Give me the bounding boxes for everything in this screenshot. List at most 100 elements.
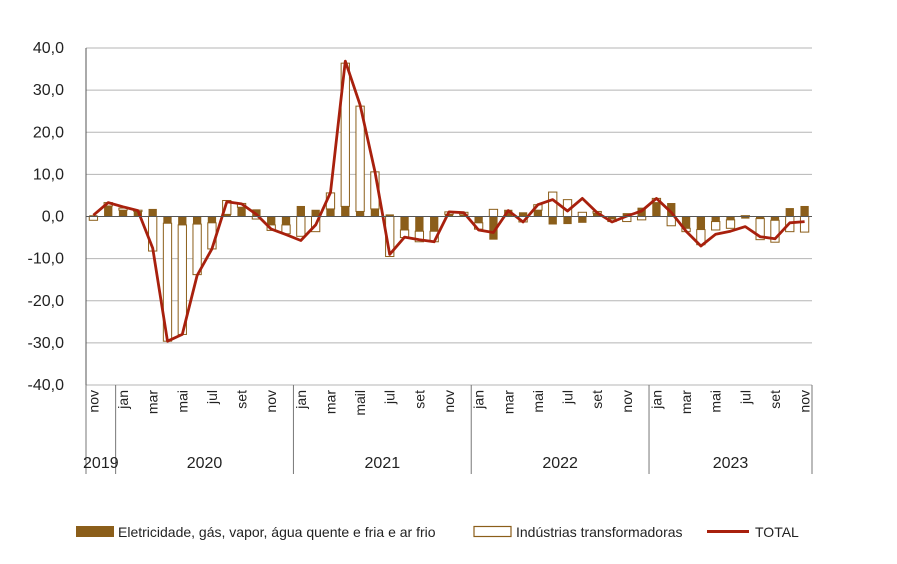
x-tick-label: jan: [471, 390, 487, 410]
y-tick-label: 10,0: [33, 166, 64, 183]
bar-manufacturing: [88, 216, 99, 221]
year-label: 2023: [713, 455, 749, 472]
legend-swatch-manufacturing: [473, 525, 512, 538]
bar-electricity: [607, 216, 617, 220]
bar-electricity: [563, 216, 572, 225]
bar-manufacturing: [711, 221, 721, 231]
bar-manufacturing: [770, 219, 780, 243]
y-tick-label: -30,0: [28, 335, 65, 352]
bar-electricity: [148, 208, 157, 217]
bar-electricity: [430, 216, 439, 232]
legend-label-electricity: Eletricidade, gás, vapor, água quente e …: [118, 524, 436, 540]
bar-electricity: [192, 216, 202, 225]
bar-electricity: [770, 216, 780, 221]
x-tick-label: mail: [352, 390, 368, 416]
bar-electricity: [163, 216, 172, 224]
bar-electricity: [741, 216, 750, 219]
bar-electricity: [548, 216, 557, 225]
bar-manufacturing: [799, 216, 810, 233]
bar-manufacturing: [577, 211, 587, 218]
y-tick-label: 20,0: [33, 124, 64, 141]
x-tick-label: mar: [145, 390, 161, 414]
year-label: 2021: [365, 455, 401, 472]
bar-manufacturing: [192, 223, 202, 276]
bar-electricity: [800, 205, 809, 217]
year-label: 2022: [542, 455, 578, 472]
x-tick-label: mar: [500, 390, 516, 414]
bar-electricity: [104, 205, 113, 217]
x-tick-label: nov: [441, 390, 457, 413]
bar-electricity: [415, 216, 424, 232]
y-tick-label: -20,0: [28, 293, 65, 310]
bar-electricity: [681, 216, 691, 229]
x-axis-year-labels: 2019 2020 2021 2022 2023: [83, 455, 748, 472]
bar-electricity: [355, 211, 365, 217]
legend-label-total: TOTAL: [755, 524, 799, 540]
bar-electricity: [178, 216, 187, 225]
x-tick-label: jul: [204, 390, 220, 405]
bar-manufacturing: [725, 219, 736, 229]
x-tick-label: mai: [708, 390, 724, 413]
bar-electricity: [370, 208, 380, 217]
x-tick-label: mai: [174, 390, 190, 413]
y-tick-label: 0,0: [42, 209, 64, 226]
year-label: 2020: [187, 455, 223, 472]
bar-manufacturing: [488, 208, 499, 217]
total-line-group: [92, 59, 805, 343]
bar-electricity: [711, 216, 720, 222]
x-tick-label: jul: [560, 390, 576, 405]
x-tick-label: set: [234, 390, 250, 409]
bar-electricity: [341, 206, 350, 217]
legend: Eletricidade, gás, vapor, água quente e …: [76, 524, 799, 540]
bar-electricity: [726, 216, 735, 220]
total-line: [92, 59, 805, 343]
bar-electricity: [237, 207, 246, 217]
x-tick-label: jan: [648, 390, 664, 410]
bar-electricity: [474, 216, 483, 223]
y-tick-label: -10,0: [28, 251, 65, 268]
bar-electricity: [400, 216, 409, 230]
bar-electricity: [593, 213, 602, 217]
bar-manufacturing: [548, 191, 558, 218]
bar-electricity: [785, 208, 794, 217]
x-tick-label: nov: [85, 390, 101, 413]
bar-electricity: [385, 214, 394, 217]
bar-electricity: [207, 216, 217, 223]
bar-electricity: [281, 216, 291, 225]
legend-label-manufacturing: Indústrias transformadoras: [516, 524, 683, 540]
bar-electricity: [667, 203, 676, 217]
bar-electricity: [578, 216, 587, 223]
x-tick-label: nov: [797, 390, 813, 413]
legend-swatch-electricity: [76, 526, 114, 537]
bar-manufacturing: [296, 216, 306, 237]
y-tick-label: -40,0: [28, 377, 65, 394]
bar-electricity: [696, 216, 706, 230]
bar-electricity: [296, 205, 305, 217]
x-axis-tick-labels: nov jan mar mai jul set nov jan mar mail jul set nov…: [85, 390, 812, 416]
x-tick-label: set: [767, 390, 783, 409]
x-tick-label: nov: [619, 390, 635, 413]
bar-electricity: [222, 214, 231, 217]
bar-electricity: [652, 202, 661, 217]
x-tick-label: mar: [322, 390, 338, 414]
x-tick-label: nov: [263, 390, 279, 413]
bar-manufacturing: [414, 230, 425, 243]
bar-electricity: [118, 210, 128, 217]
y-tick-label: 40,0: [33, 40, 64, 57]
bar-electricity: [89, 215, 98, 217]
bar-manufacturing: [636, 216, 647, 221]
y-tick-label: 30,0: [33, 82, 64, 99]
x-tick-label: set: [411, 390, 427, 409]
x-tick-label: jan: [115, 390, 131, 410]
bar-manufacturing: [755, 218, 765, 241]
y-axis-tick-labels: -40,0 -30,0 -20,0 -10,0 0,0 10,0 20,0 30,0 40,0: [28, 40, 65, 394]
bar-electricity: [267, 216, 276, 225]
bar-electricity: [755, 216, 765, 219]
bar-electricity: [444, 214, 454, 217]
axes: [85, 48, 813, 474]
bar-electricity: [518, 212, 528, 217]
bar-electricity: [459, 214, 468, 217]
x-tick-label: jul: [382, 390, 398, 405]
bar-electricity: [311, 209, 320, 217]
